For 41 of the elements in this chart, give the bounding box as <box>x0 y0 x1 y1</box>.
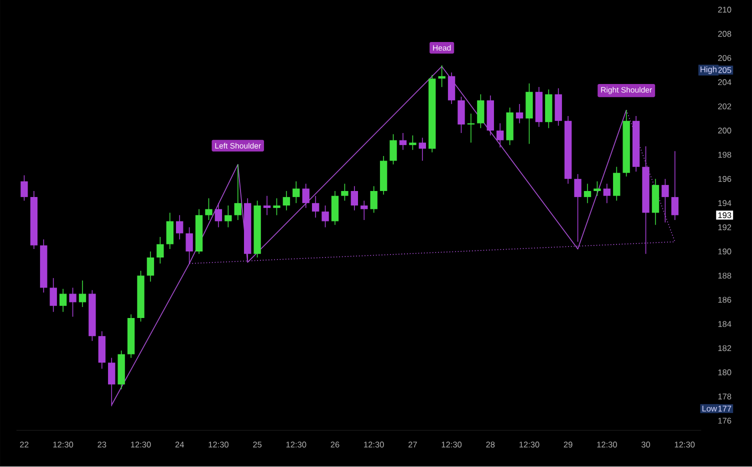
annotation: Low <box>702 406 718 412</box>
y-tick-label: 198 <box>718 152 732 158</box>
x-tick-label: 24 <box>175 442 184 448</box>
y-tick-label: 178 <box>718 394 732 400</box>
y-tick-label: 200 <box>718 128 732 134</box>
x-tick-label: 12:30 <box>53 442 74 448</box>
x-tick-label: 12:30 <box>519 442 540 448</box>
x-tick-label: 22 <box>20 442 28 448</box>
y-tick-label: 188 <box>718 272 732 279</box>
y-tick-label: 180 <box>718 370 732 376</box>
x-tick-label: 25 <box>253 442 262 448</box>
y-tick-label: 186 <box>718 297 732 303</box>
y-tick-label: 177 <box>718 406 732 412</box>
x-tick-label: 26 <box>330 442 340 448</box>
annotation: High <box>700 66 716 74</box>
y-tick-label: 204 <box>718 79 732 86</box>
y-tick-label: 205 <box>718 67 732 74</box>
y-tick-label: 190 <box>718 248 732 255</box>
y-tick-label: 176 <box>718 418 732 424</box>
y-tick-label: 208 <box>718 31 732 37</box>
y-tick-label: 184 <box>718 321 732 328</box>
x-tick-label: 12:30 <box>597 442 617 448</box>
x-tick-label: 12:30 <box>674 442 695 448</box>
y-tick-label: 210 <box>718 6 732 13</box>
y-tick-label: 196 <box>718 176 732 182</box>
x-tick-label: 30 <box>641 442 650 448</box>
x-tick-label: 29 <box>564 442 572 448</box>
x-tick-label: 12:30 <box>364 442 384 448</box>
y-tick-label: 202 <box>718 104 732 110</box>
x-tick-label: 12:30 <box>131 442 151 448</box>
y-tick-label: 193 <box>718 212 732 218</box>
y-tick-label: 182 <box>718 345 732 352</box>
x-tick-label: 27 <box>408 442 417 448</box>
y-tick-label: 192 <box>718 224 732 230</box>
x-tick-label: 23 <box>98 442 106 448</box>
x-tick-label: 28 <box>486 442 495 448</box>
x-tick-label: 12:30 <box>286 442 306 448</box>
x-tick-label: 12:30 <box>442 442 462 448</box>
y-tick-label: 194 <box>718 200 732 206</box>
x-tick-label: 12:30 <box>208 442 228 448</box>
y-tick-label: 206 <box>718 55 732 62</box>
